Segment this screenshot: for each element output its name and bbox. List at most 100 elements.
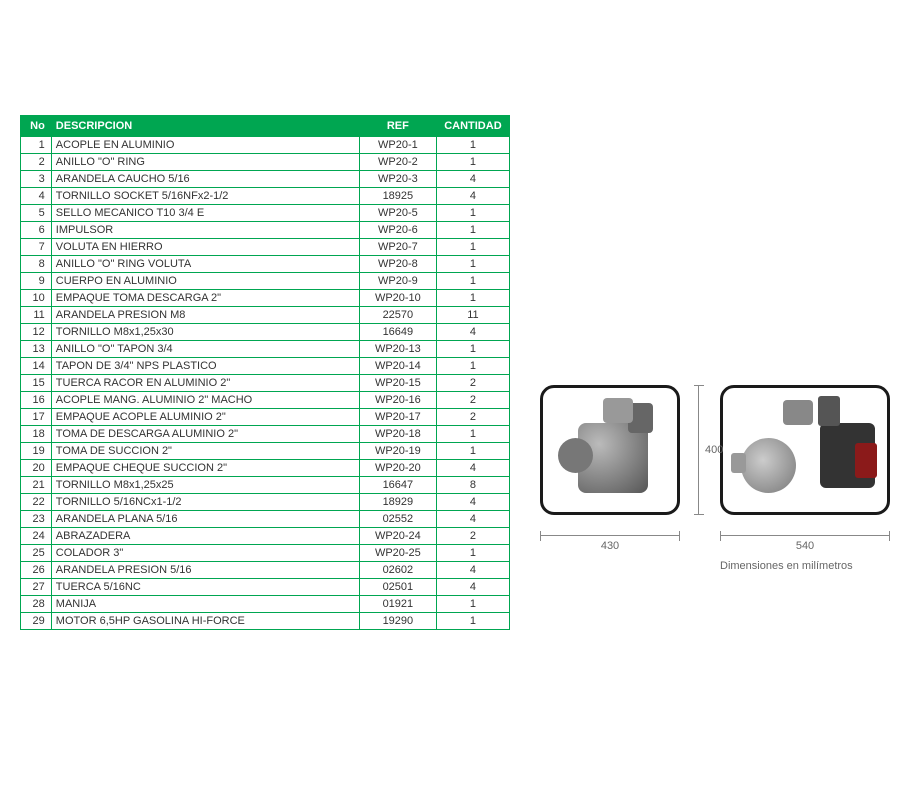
table-cell: WP20-19 — [359, 443, 436, 460]
table-row: 21TORNILLO M8x1,25x25166478 — [21, 477, 510, 494]
table-row: 19TOMA DE SUCCION 2"WP20-191 — [21, 443, 510, 460]
table-cell: 1 — [436, 545, 509, 562]
machine-front-frame — [540, 385, 680, 515]
table-cell: 7 — [21, 239, 52, 256]
table-cell: 4 — [21, 188, 52, 205]
table-cell: 1 — [436, 290, 509, 307]
table-cell: WP20-1 — [359, 137, 436, 154]
table-cell: 1 — [436, 426, 509, 443]
table-cell: 18929 — [359, 494, 436, 511]
table-cell: 1 — [436, 154, 509, 171]
table-cell: 18925 — [359, 188, 436, 205]
table-cell: WP20-9 — [359, 273, 436, 290]
dimension-width-2: 540 — [720, 535, 890, 536]
table-cell: WP20-3 — [359, 171, 436, 188]
table-cell: 1 — [436, 239, 509, 256]
dimension-width-1-label: 430 — [601, 540, 619, 552]
table-cell: ARANDELA PRESION M8 — [51, 307, 359, 324]
table-row: 23ARANDELA PLANA 5/16025524 — [21, 511, 510, 528]
table-row: 16ACOPLE MANG. ALUMINIO 2" MACHOWP20-162 — [21, 392, 510, 409]
table-cell: TORNILLO SOCKET 5/16NFx2-1/2 — [51, 188, 359, 205]
table-row: 27TUERCA 5/16NC025014 — [21, 579, 510, 596]
dimension-width-1: 430 — [540, 535, 680, 536]
table-cell: 1 — [436, 443, 509, 460]
table-row: 15TUERCA RACOR EN ALUMINIO 2"WP20-152 — [21, 375, 510, 392]
table-row: 28MANIJA019211 — [21, 596, 510, 613]
table-row: 9CUERPO EN ALUMINIOWP20-91 — [21, 273, 510, 290]
dimension-height-label: 400 — [705, 444, 723, 456]
table-cell: EMPAQUE CHEQUE SUCCION 2" — [51, 460, 359, 477]
table-cell: WP20-5 — [359, 205, 436, 222]
table-cell: SELLO MECANICO T10 3/4 E — [51, 205, 359, 222]
table-cell: WP20-17 — [359, 409, 436, 426]
table-row: 7VOLUTA EN HIERROWP20-71 — [21, 239, 510, 256]
table-cell: 20 — [21, 460, 52, 477]
table-cell: 1 — [436, 613, 509, 630]
table-cell: WP20-15 — [359, 375, 436, 392]
table-cell: 1 — [436, 137, 509, 154]
table-cell: 16649 — [359, 324, 436, 341]
table-cell: TOMA DE SUCCION 2" — [51, 443, 359, 460]
table-cell: 1 — [436, 358, 509, 375]
table-cell: 4 — [436, 460, 509, 477]
table-cell: WP20-14 — [359, 358, 436, 375]
table-cell: 4 — [436, 171, 509, 188]
table-cell: 6 — [21, 222, 52, 239]
table-cell: 27 — [21, 579, 52, 596]
table-row: 6IMPULSORWP20-61 — [21, 222, 510, 239]
table-cell: 16647 — [359, 477, 436, 494]
table-cell: 2 — [436, 375, 509, 392]
table-row: 20EMPAQUE CHEQUE SUCCION 2"WP20-204 — [21, 460, 510, 477]
table-row: 26ARANDELA PRESION 5/16026024 — [21, 562, 510, 579]
table-cell: 1 — [436, 222, 509, 239]
table-cell: 4 — [436, 511, 509, 528]
table-cell: 02552 — [359, 511, 436, 528]
table-cell: COLADOR 3" — [51, 545, 359, 562]
table-cell: TORNILLO M8x1,25x25 — [51, 477, 359, 494]
table-cell: MOTOR 6,5HP GASOLINA HI-FORCE — [51, 613, 359, 630]
table-cell: 16 — [21, 392, 52, 409]
table-cell: EMPAQUE TOMA DESCARGA 2" — [51, 290, 359, 307]
table-cell: 1 — [436, 205, 509, 222]
table-cell: ABRAZADERA — [51, 528, 359, 545]
table-row: 14TAPON DE 3/4" NPS PLASTICOWP20-141 — [21, 358, 510, 375]
table-cell: WP20-8 — [359, 256, 436, 273]
dimension-height: 400 — [698, 385, 699, 515]
table-cell: 4 — [436, 324, 509, 341]
table-cell: TORNILLO M8x1,25x30 — [51, 324, 359, 341]
table-row: 11ARANDELA PRESION M82257011 — [21, 307, 510, 324]
table-row: 22TORNILLO 5/16NCx1-1/2189294 — [21, 494, 510, 511]
table-row: 10EMPAQUE TOMA DESCARGA 2"WP20-101 — [21, 290, 510, 307]
fuel-tank-icon — [855, 443, 877, 478]
table-cell: 1 — [436, 596, 509, 613]
table-cell: 11 — [21, 307, 52, 324]
inlet-port-icon — [558, 438, 593, 473]
table-row: 1ACOPLE EN ALUMINIOWP20-11 — [21, 137, 510, 154]
table-cell: 22 — [21, 494, 52, 511]
table-cell: ARANDELA PRESION 5/16 — [51, 562, 359, 579]
table-cell: WP20-13 — [359, 341, 436, 358]
table-cell: 5 — [21, 205, 52, 222]
table-cell: 21 — [21, 477, 52, 494]
table-cell: TUERCA 5/16NC — [51, 579, 359, 596]
table-cell: WP20-2 — [359, 154, 436, 171]
table-cell: 4 — [436, 188, 509, 205]
discharge-icon — [783, 400, 813, 425]
table-cell: WP20-10 — [359, 290, 436, 307]
col-header-no: No — [21, 116, 52, 137]
table-cell: ACOPLE EN ALUMINIO — [51, 137, 359, 154]
machine-side-frame — [720, 385, 890, 515]
table-cell: 2 — [436, 392, 509, 409]
table-row: 24ABRAZADERAWP20-242 — [21, 528, 510, 545]
table-cell: TAPON DE 3/4" NPS PLASTICO — [51, 358, 359, 375]
table-cell: 8 — [21, 256, 52, 273]
table-cell: 19 — [21, 443, 52, 460]
col-header-qty: CANTIDAD — [436, 116, 509, 137]
table-cell: WP20-18 — [359, 426, 436, 443]
table-cell: 29 — [21, 613, 52, 630]
table-cell: WP20-20 — [359, 460, 436, 477]
table-cell: WP20-25 — [359, 545, 436, 562]
table-row: 8ANILLO "O" RING VOLUTAWP20-81 — [21, 256, 510, 273]
table-cell: 23 — [21, 511, 52, 528]
table-cell: TUERCA RACOR EN ALUMINIO 2" — [51, 375, 359, 392]
